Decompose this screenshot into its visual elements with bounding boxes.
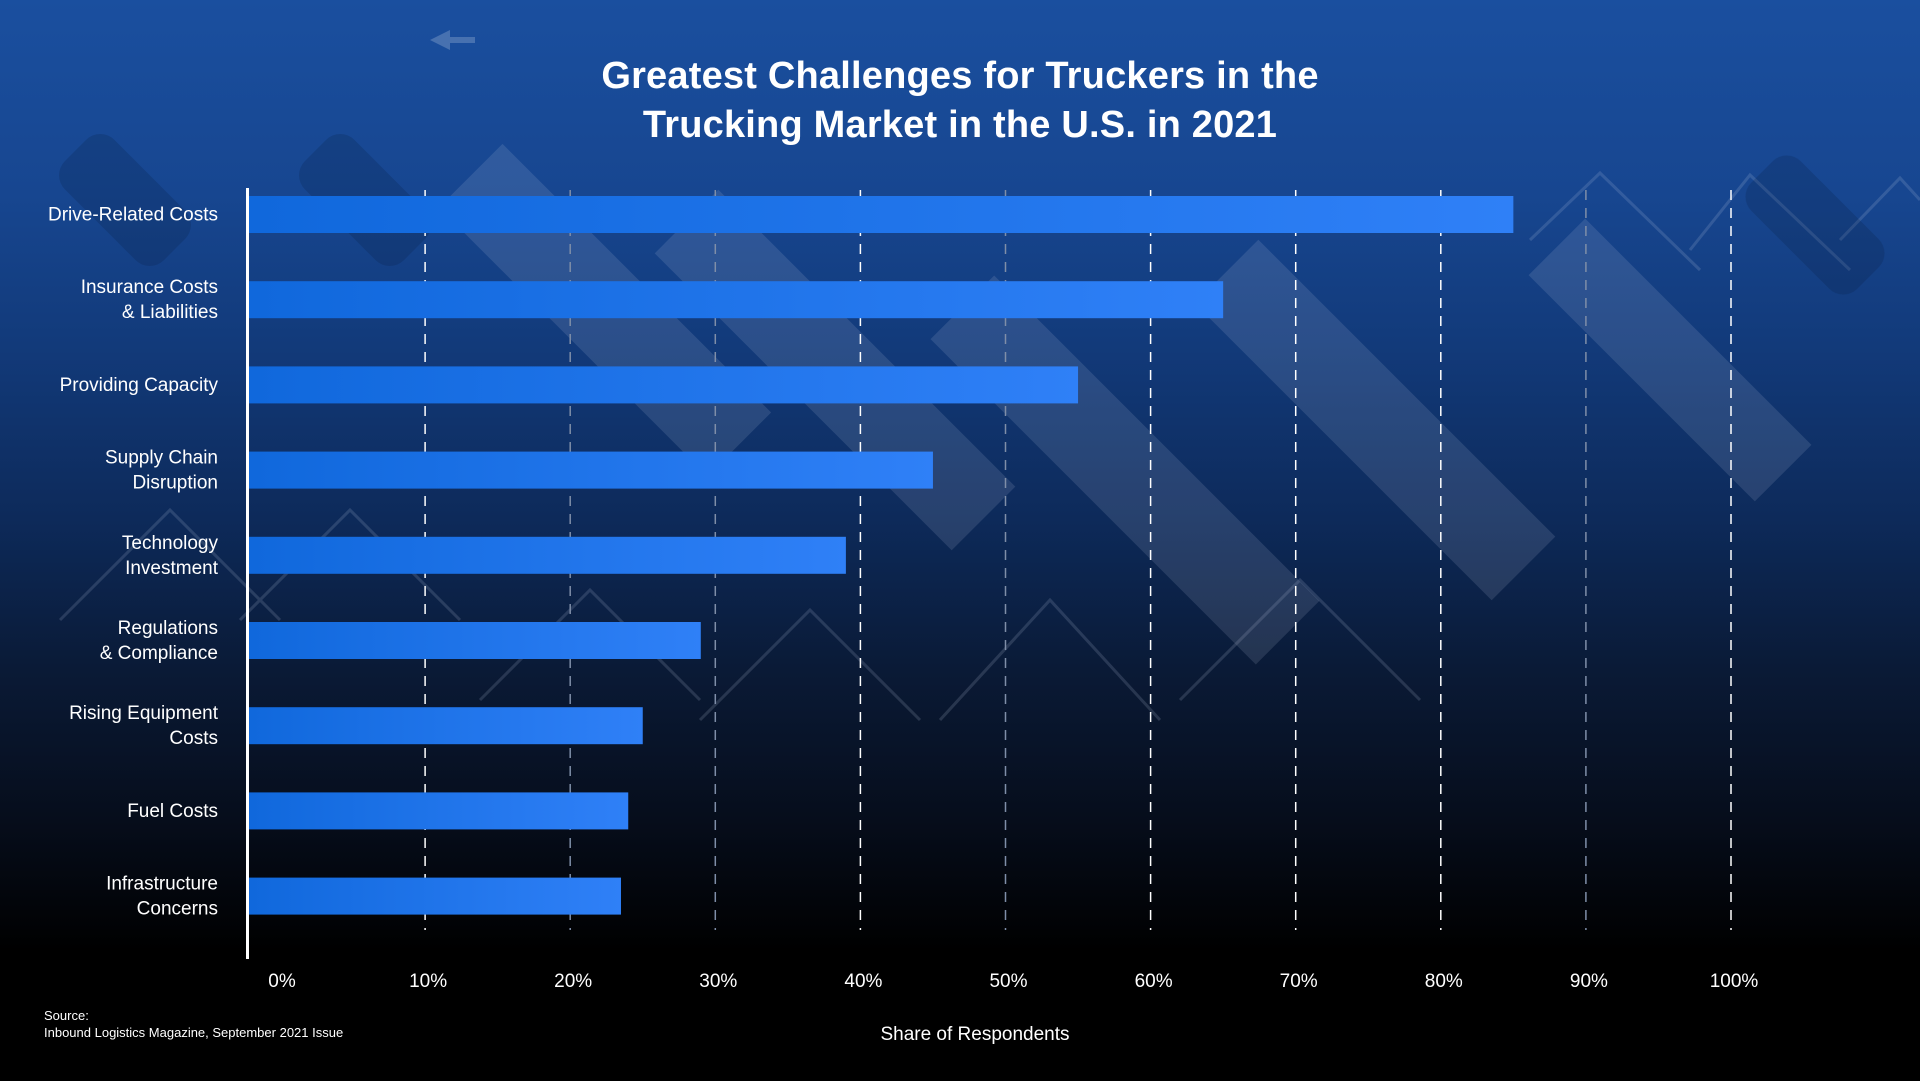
category-label-line: Insurance Costs: [81, 277, 218, 298]
category-label: Supply Chain Disruption: [105, 448, 218, 494]
category-label: Insurance Costs & Liabilities: [81, 277, 218, 323]
category-label-line: Regulations: [118, 618, 218, 639]
category-label-line: Infrastructure: [106, 874, 218, 895]
bar-infrastructure-concerns: [249, 877, 621, 915]
category-label: Infrastructure Concerns: [106, 874, 218, 920]
category-label: Technology Investment: [122, 533, 219, 579]
category-label: Fuel Costs: [127, 801, 218, 822]
category-labels: Drive-Related Costs Insurance Costs & Liab…: [48, 205, 219, 920]
source-text: Inbound Logistics Magazine, September 20…: [44, 1025, 344, 1040]
x-tick-label-0: 0%: [268, 971, 296, 992]
bar-rising-equipment-costs: [249, 707, 643, 745]
x-tick-label-100: 100%: [1710, 971, 1759, 992]
bars: [249, 196, 1514, 915]
chart-title-line-2: Trucking Market in the U.S. in 2021: [642, 104, 1278, 146]
x-tick-label-70: 70%: [1280, 971, 1318, 992]
category-label-line: Costs: [169, 728, 218, 749]
bar-supply-chain-disruption: [249, 451, 933, 489]
x-tick-label-30: 30%: [699, 971, 737, 992]
category-label-line: Rising Equipment: [69, 703, 219, 724]
x-tick-label-90: 90%: [1570, 971, 1608, 992]
x-tick-label-20: 20%: [554, 971, 592, 992]
bar-providing-capacity: [249, 366, 1079, 404]
category-label-line: Providing Capacity: [60, 375, 219, 396]
category-label-line: Concerns: [137, 899, 218, 920]
category-label-line: Drive-Related Costs: [48, 205, 218, 226]
x-tick-labels: 0% 10% 20% 30% 40% 50% 60% 70% 80% 90% 100%: [268, 971, 1758, 992]
category-label: Drive-Related Costs: [48, 205, 218, 226]
x-tick-label-50: 50%: [989, 971, 1027, 992]
category-label: Providing Capacity: [60, 375, 219, 396]
x-tick-label-40: 40%: [844, 971, 882, 992]
bar-drive-related-costs: [249, 196, 1514, 233]
category-label-line: Fuel Costs: [127, 801, 218, 822]
chart-title: Greatest Challenges for Truckers in the …: [0, 52, 1920, 150]
category-label-line: Supply Chain: [105, 448, 218, 469]
x-tick-label-10: 10%: [409, 971, 447, 992]
bar-regulations-compliance: [249, 622, 701, 659]
chart-title-line-1: Greatest Challenges for Truckers in the: [601, 55, 1319, 97]
category-label-line: & Liabilities: [122, 302, 218, 323]
x-tick-label-60: 60%: [1135, 971, 1173, 992]
source-note: Source: Inbound Logistics Magazine, Sept…: [44, 1007, 343, 1041]
category-label: Regulations & Compliance: [100, 618, 218, 664]
category-label: Rising Equipment Costs: [69, 703, 219, 749]
bar-fuel-costs: [249, 792, 629, 830]
category-label-line: Investment: [125, 558, 219, 579]
x-axis-title: Share of Respondents: [880, 1024, 1069, 1045]
x-tick-label-80: 80%: [1425, 971, 1463, 992]
category-label-line: Technology: [122, 533, 219, 554]
bar-technology-investment: [249, 536, 846, 574]
source-label: Source:: [44, 1008, 89, 1023]
category-label-line: & Compliance: [100, 643, 218, 664]
category-label-line: Disruption: [132, 473, 218, 494]
bar-insurance-costs-liabilities: [249, 281, 1224, 319]
